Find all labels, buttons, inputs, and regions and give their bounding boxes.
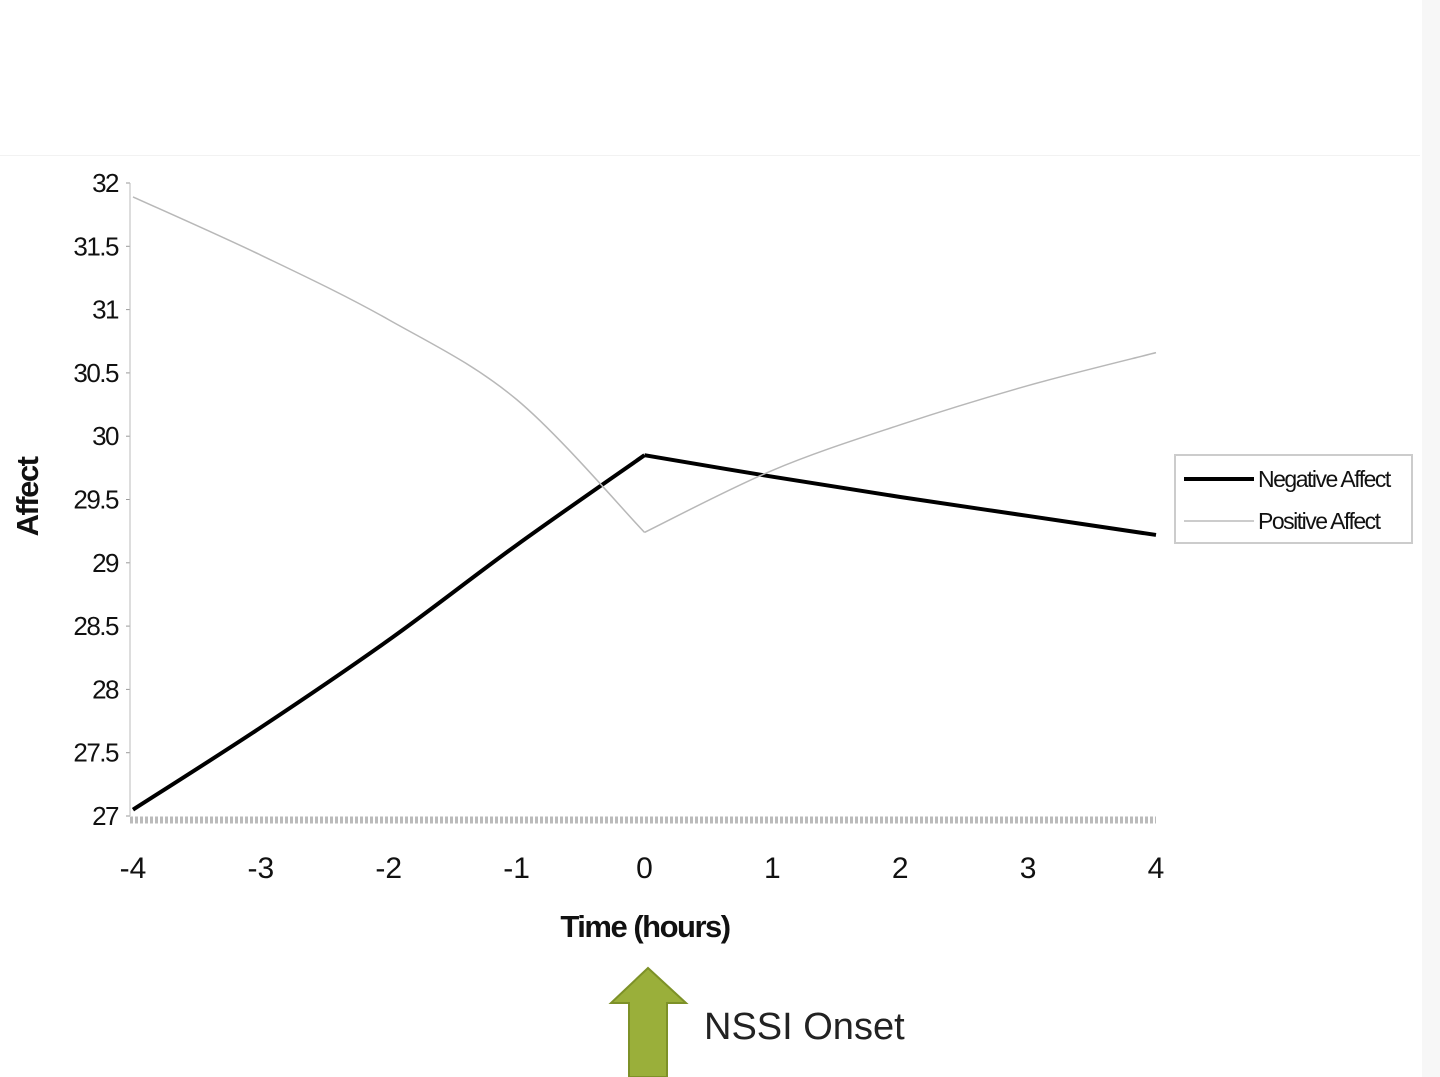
y-tick-label: 28 xyxy=(92,674,119,704)
x-axis-label: Time (hours) xyxy=(560,909,729,944)
y-tick-label: 27 xyxy=(92,801,119,831)
y-tick-label: 30.5 xyxy=(73,358,119,388)
x-tick-label: 0 xyxy=(636,852,653,885)
x-tick-label: 2 xyxy=(892,852,909,885)
x-tick-label: -3 xyxy=(248,852,275,885)
up-arrow-icon xyxy=(608,966,689,1077)
y-tick-label: 31 xyxy=(92,295,119,325)
top-divider xyxy=(0,155,1420,156)
legend: Negative Affect Positive Affect xyxy=(1174,454,1413,544)
x-tick-label: -2 xyxy=(375,852,402,885)
legend-label-positive: Positive Affect xyxy=(1258,508,1382,534)
nssi-onset-annotation: NSSI Onset xyxy=(608,966,905,1077)
y-tick-label: 27.5 xyxy=(73,738,119,768)
y-tick-label: 29 xyxy=(92,548,119,578)
x-tick-label: 1 xyxy=(764,852,781,885)
x-tick-label: 3 xyxy=(1020,852,1037,885)
x-tick-label: 4 xyxy=(1148,852,1165,885)
y-tick-label: 28.5 xyxy=(73,611,119,641)
y-axis-label: Affect xyxy=(10,456,45,536)
series-line-positive-affect xyxy=(132,196,1157,534)
legend-label-negative: Negative Affect xyxy=(1258,466,1392,492)
y-tick-label: 32 xyxy=(92,168,119,198)
x-tick-label: -4 xyxy=(120,852,147,885)
nssi-onset-label: NSSI Onset xyxy=(704,1006,905,1048)
y-tick-label: 31.5 xyxy=(73,231,119,261)
series-line-negative-affect xyxy=(131,453,1157,812)
y-tick-label: 29.5 xyxy=(73,485,119,515)
right-edge-strip xyxy=(1422,0,1440,1077)
y-tick-label: 30 xyxy=(92,421,119,451)
x-tick-label: -1 xyxy=(503,852,530,885)
